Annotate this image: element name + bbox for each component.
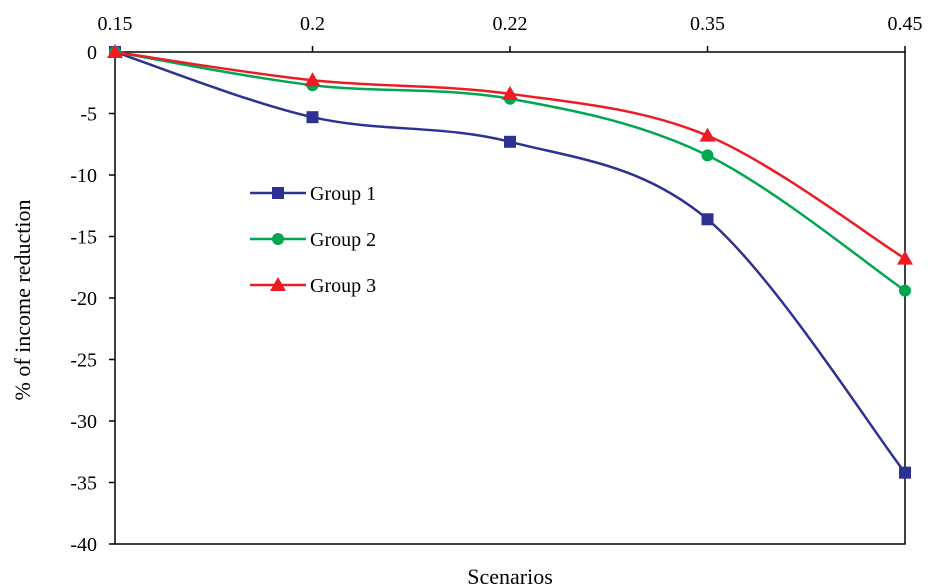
data-point-group-1: [899, 466, 911, 479]
y-tick-label: -20: [70, 288, 97, 310]
data-point-group-3: [699, 127, 716, 142]
data-point-group-3: [897, 250, 913, 265]
y-tick-label: 0: [87, 42, 97, 64]
x-tick-label: 0.22: [493, 13, 528, 35]
axes: [109, 46, 906, 545]
y-tick-label: -35: [70, 473, 97, 495]
x-tick-label: 0.35: [690, 13, 725, 35]
data-point-group-3: [107, 44, 123, 58]
y-tick-label: -30: [70, 411, 97, 433]
legend-swatch-marker: [272, 187, 284, 199]
data-point-group-1: [306, 111, 319, 124]
series-line-group-1: [114, 50, 906, 474]
legend-item-group-1: Group 1: [250, 183, 376, 205]
data-point-group-1: [701, 213, 714, 226]
legend: Group 1 Group 2 Group 3: [250, 183, 376, 297]
data-point-group-3: [304, 72, 321, 87]
y-tick-label: -10: [70, 165, 97, 187]
legend-item-group-3: Group 3: [250, 275, 376, 297]
y-tick-label: -15: [70, 227, 97, 249]
legend-label: Group 1: [310, 183, 376, 205]
data-point-group-2: [899, 284, 911, 297]
legend-item-group-2: Group 2: [250, 229, 376, 251]
x-tick-label: 0.2: [300, 13, 325, 35]
legend-label: Group 3: [310, 275, 376, 297]
legend-swatch-marker: [272, 233, 284, 245]
y-tick-label: -25: [70, 350, 97, 372]
x-tick-label: 0.45: [888, 13, 923, 35]
y-axis-title: % of income reduction: [10, 200, 35, 401]
x-axis-title: Scenarios: [467, 564, 553, 588]
series-line-group-3: [114, 50, 906, 260]
y-tick-label: -40: [70, 534, 97, 556]
y-tick-label: -5: [80, 104, 97, 126]
x-tick-label: 0.15: [98, 13, 133, 35]
series-lines: [114, 50, 906, 474]
legend-swatch-marker: [270, 277, 286, 291]
series-markers: [107, 44, 913, 479]
data-point-group-1: [504, 135, 516, 148]
legend-label: Group 2: [310, 229, 376, 251]
data-point-group-3: [502, 85, 518, 100]
tick-labels: 0.15 0.2 0.22 0.35 0.45 0 -5 -10 -15 -20 -25 -30 -35…: [70, 13, 922, 556]
data-point-group-2: [701, 149, 714, 162]
plot-frame: [114, 51, 906, 545]
